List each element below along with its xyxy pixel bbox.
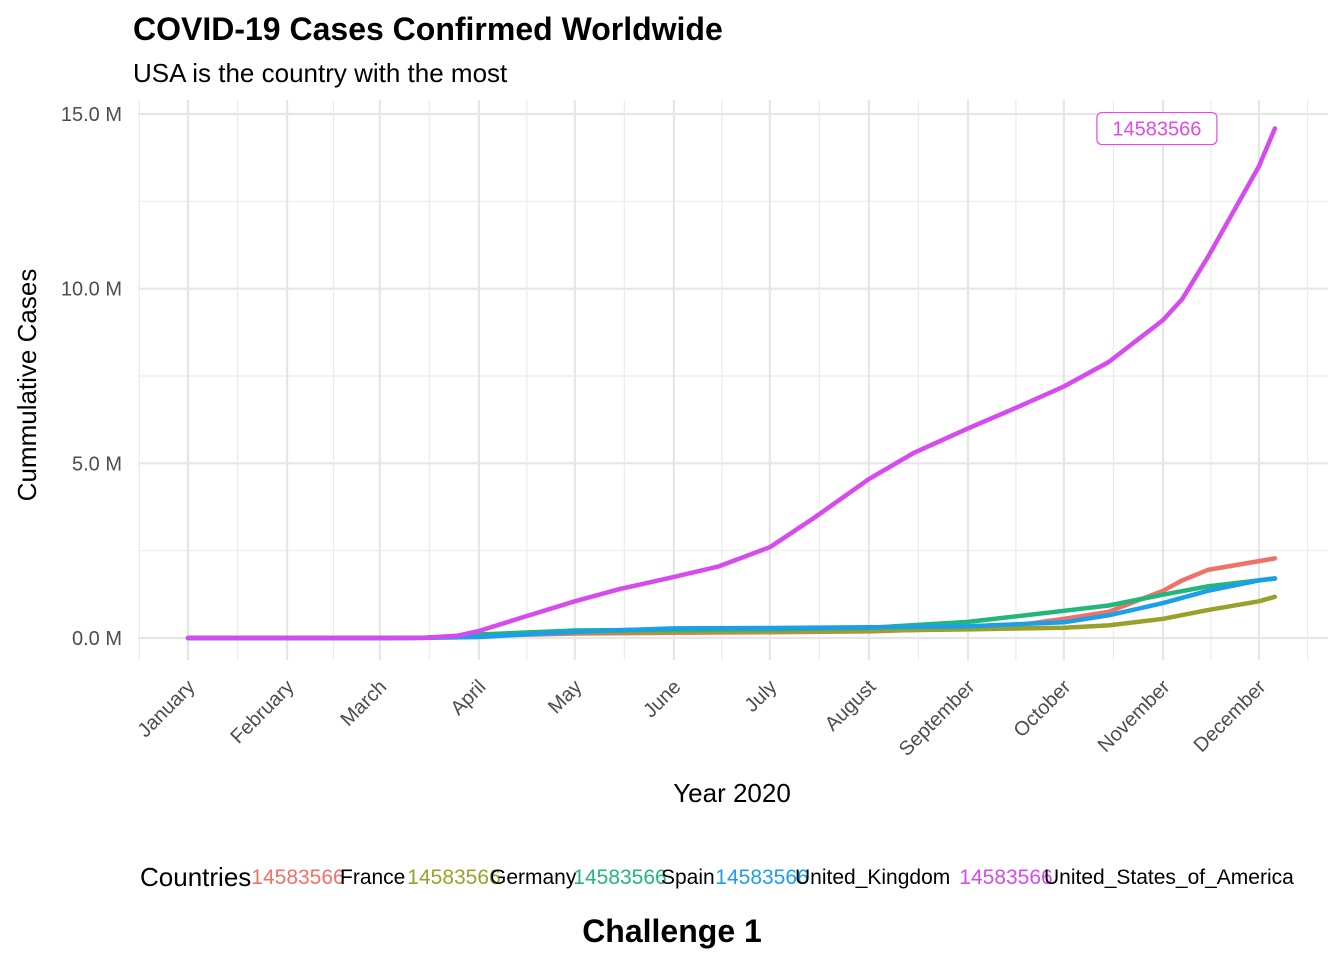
legend-title: Countries (140, 862, 251, 892)
end-value-annotation: 14583566 (1096, 111, 1218, 146)
legend-label-united-states-of-america: United_States_of_America (1044, 866, 1294, 889)
chart-subtitle: USA is the country with the most (133, 58, 508, 88)
x-axis-title: Year 2020 (673, 778, 791, 808)
x-tick-label: March (336, 676, 391, 731)
legend-key-germany: 14583566 (407, 866, 500, 889)
annotation-value: 14583566 (1112, 119, 1201, 141)
chart-caption: Challenge 1 (582, 913, 762, 949)
x-tick-label: April (447, 676, 491, 720)
x-tick-label: August (821, 676, 881, 736)
series-lines (185, 126, 1278, 641)
x-tick-label: September (895, 676, 980, 761)
y-tick-label: 5.0 M (72, 453, 122, 475)
y-tick-label: 10.0 M (61, 279, 122, 301)
x-tick-label: February (226, 676, 298, 748)
y-tick-label: 15.0 M (61, 104, 122, 126)
x-tick-label: November (1094, 676, 1175, 757)
series-line-united-states-of-america (185, 126, 1278, 641)
legend-label-france: France (340, 866, 405, 889)
x-tick-label: January (134, 676, 200, 742)
x-tick-label: May (544, 676, 586, 718)
y-axis: 0.0 M 5.0 M 10.0 M 15.0 M (61, 104, 122, 650)
y-tick-label: 0.0 M (72, 628, 122, 650)
legend-label-united-kingdom: United_Kingdom (795, 866, 950, 889)
x-tick-label: June (639, 676, 685, 722)
series-line-united-kingdom (185, 576, 1278, 641)
legend-key-france: 14583566 (251, 866, 344, 889)
chart-title: COVID-19 Cases Confirmed Worldwide (133, 11, 723, 47)
legend-key-united-kingdom: 14583566 (715, 866, 808, 889)
x-tick-label: October (1010, 676, 1076, 742)
x-axis: January February March April May June July Augu… (134, 676, 1271, 761)
x-tick-label: July (741, 676, 782, 717)
legend-key-spain: 14583566 (573, 866, 666, 889)
annotation-box (1096, 111, 1218, 146)
legend-key-united-states-of-america: 14583566 (959, 866, 1052, 889)
x-tick-label: December (1190, 676, 1271, 757)
grid (138, 100, 1328, 660)
legend-label-germany: Germany (490, 866, 577, 889)
y-axis-title: Cummulative Cases (12, 269, 42, 502)
legend-label-spain: Spain (661, 866, 715, 889)
